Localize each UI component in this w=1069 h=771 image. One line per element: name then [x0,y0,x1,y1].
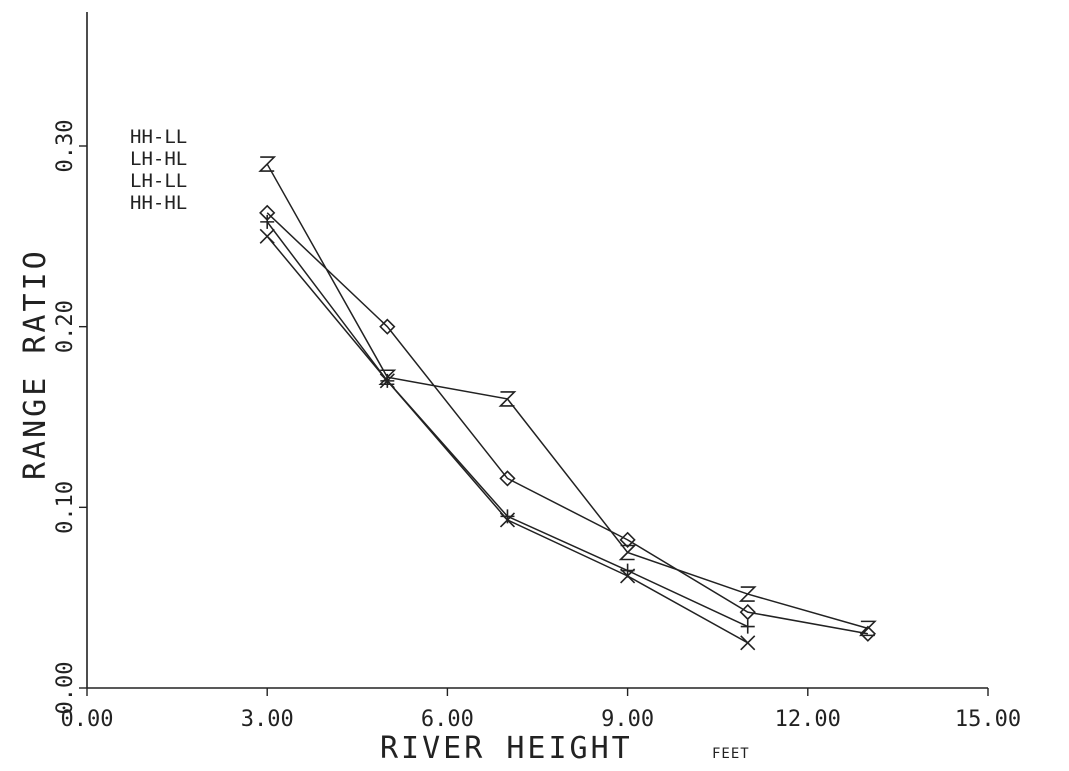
series-hh-ll [258,156,877,637]
data-point [620,568,636,584]
data-point [499,470,516,487]
data-point [258,156,277,172]
data-point [619,531,636,548]
data-point [738,586,757,602]
y-tick-label: 0.10 [53,481,78,534]
data-point [858,620,877,637]
data-point [740,635,756,651]
series-lh-ll [260,214,755,634]
legend-entry: HH-LL [130,126,187,148]
x-tick-label: 6.00 [421,707,474,732]
data-point [379,373,395,389]
legend-entry: LH-LL [130,170,187,192]
x-tick-label: 3.00 [241,707,294,732]
series-hh-hl [259,228,756,651]
data-point [740,619,755,634]
y-tick-label: 0.20 [53,300,78,353]
legend-entry: LH-HL [130,148,187,170]
series-layer [258,156,877,651]
y-tick-label: 0.00 [53,662,78,715]
x-tick-label: 12.00 [775,707,841,732]
x-axis-unit: FEET [712,746,750,762]
series-line [266,235,749,644]
data-point [260,214,275,229]
x-tick-label: 15.00 [955,707,1021,732]
series-line [266,221,749,628]
series-line [266,212,868,635]
data-point [859,625,876,642]
data-point [379,318,396,335]
legend-entry: HH-HL [130,192,187,214]
series-lh-hl [259,204,876,642]
x-axis-title: RIVER HEIGHT [380,731,633,766]
y-axis-title: RANGE RATIO [18,248,53,480]
data-point [499,512,516,528]
data-point [498,391,517,407]
x-tick-label: 9.00 [601,707,654,732]
axes: 0.00 3.00 6.00 9.00 12.00 15.00 0.00 0.10 0.20 0.… [53,12,1021,732]
y-tick-label: 0.30 [53,120,78,173]
series-line [266,163,869,630]
data-point [259,228,275,244]
data-point [739,603,756,621]
data-point [618,544,637,561]
x-tick-label: 0.00 [61,707,114,732]
